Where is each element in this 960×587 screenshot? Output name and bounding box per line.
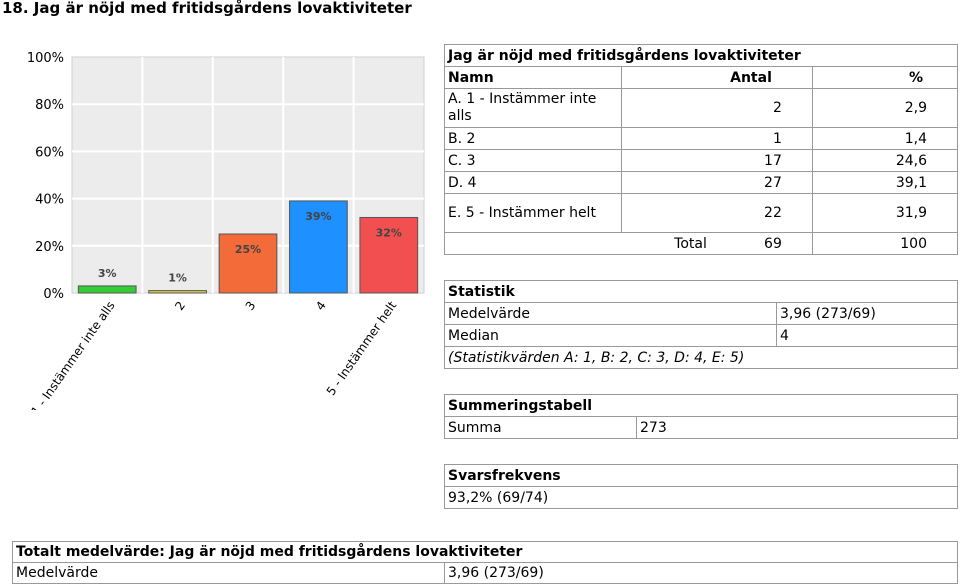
page-title: 18. Jag är nöjd med fritidsgårdens lovak…	[2, 0, 412, 17]
total-count: 69	[764, 235, 782, 252]
total-row: Total 69 100	[444, 232, 959, 255]
summary-table: Summeringstabell Summa 273	[444, 394, 958, 439]
row-pct: 31,9	[811, 193, 959, 233]
y-tick-label: 20%	[35, 240, 64, 255]
col-header-name: Namn	[444, 66, 622, 89]
row-count: 27	[621, 171, 813, 194]
response-title: Svarsfrekvens	[444, 464, 958, 487]
summary-value: 273	[636, 416, 958, 439]
freq-table-title: Jag är nöjd med fritidsgårdens lovaktivi…	[444, 44, 958, 67]
row-name: B. 2	[444, 127, 622, 150]
data-label: 39%	[305, 210, 331, 223]
row-pct: 1,4	[811, 127, 959, 150]
response-value: 93,2% (69/74)	[444, 486, 958, 509]
row-count: 17	[621, 149, 813, 172]
bar	[218, 233, 278, 294]
bar-chart: 0% 20% 40% 60% 80% 100% 3% 1% 25% 39% 32% 1 - Instä…	[27, 51, 425, 410]
data-label: 25%	[235, 243, 261, 256]
row-name: E. 5 - Instämmer helt	[444, 193, 622, 233]
mean-label: Medelvärde	[444, 302, 777, 325]
bar	[289, 200, 348, 294]
frequency-table: Jag är nöjd med fritidsgårdens lovaktivi…	[444, 44, 959, 255]
data-label: 3%	[98, 267, 117, 280]
x-tick-label: 2	[172, 299, 188, 313]
bar	[77, 285, 137, 294]
total-mean-label: Medelvärde	[12, 562, 445, 584]
x-tick-label: 5 - Instämmer helt	[324, 298, 400, 398]
summary-label: Summa	[444, 416, 637, 439]
x-tick-label: 3	[243, 299, 259, 313]
table-row: D. 4 27 39,1	[444, 171, 959, 194]
mean-value: 3,96 (273/69)	[776, 302, 958, 325]
total-count-cell: Total 69	[621, 232, 813, 255]
summary-title: Summeringstabell	[444, 394, 958, 417]
y-tick-label: 80%	[35, 98, 64, 113]
row-pct: 2,9	[811, 88, 959, 128]
median-label: Median	[444, 324, 777, 347]
row-name: D. 4	[444, 171, 622, 194]
table-row: B. 2 1 1,4	[444, 127, 959, 150]
row-count: 2	[621, 88, 813, 128]
row-count: 1	[621, 127, 813, 150]
x-tick-label: 1 - Instämmer inte alls	[28, 299, 117, 410]
data-label: 1%	[168, 272, 187, 285]
response-rate-table: Svarsfrekvens 93,2% (69/74)	[444, 464, 958, 509]
total-mean-title: Totalt medelvärde: Jag är nöjd med friti…	[12, 541, 958, 563]
stats-note: (Statistikvärden A: 1, B: 2, C: 3, D: 4,…	[444, 346, 958, 369]
y-tick-label: 0%	[43, 287, 64, 302]
bar	[359, 216, 419, 294]
total-mean-table: Totalt medelvärde: Jag är nöjd med friti…	[12, 541, 958, 584]
row-name: C. 3	[444, 149, 622, 172]
col-header-pct: %	[811, 66, 959, 89]
total-pct: 100	[811, 232, 959, 255]
total-label-text: Total	[674, 235, 707, 252]
total-label	[444, 232, 622, 255]
data-label: 32%	[376, 226, 402, 239]
y-tick-label: 40%	[35, 193, 64, 208]
table-row: E. 5 - Instämmer helt 22 31,9	[444, 193, 959, 233]
y-tick-label: 100%	[27, 51, 64, 66]
x-tick-label: 4	[313, 299, 329, 313]
table-row: A. 1 - Instämmer inte alls 2 2,9	[444, 88, 959, 128]
stats-title: Statistik	[444, 280, 958, 303]
col-header-count: Antal	[621, 66, 813, 89]
total-mean-value: 3,96 (273/69)	[444, 562, 958, 584]
row-name: A. 1 - Instämmer inte alls	[444, 88, 622, 128]
bar	[148, 290, 207, 294]
statistics-table: Statistik Medelvärde 3,96 (273/69) Media…	[444, 280, 958, 369]
y-tick-label: 60%	[35, 145, 64, 160]
median-value: 4	[776, 324, 958, 347]
table-row: C. 3 17 24,6	[444, 149, 959, 172]
row-count: 22	[621, 193, 813, 233]
row-pct: 24,6	[811, 149, 959, 172]
row-pct: 39,1	[811, 171, 959, 194]
